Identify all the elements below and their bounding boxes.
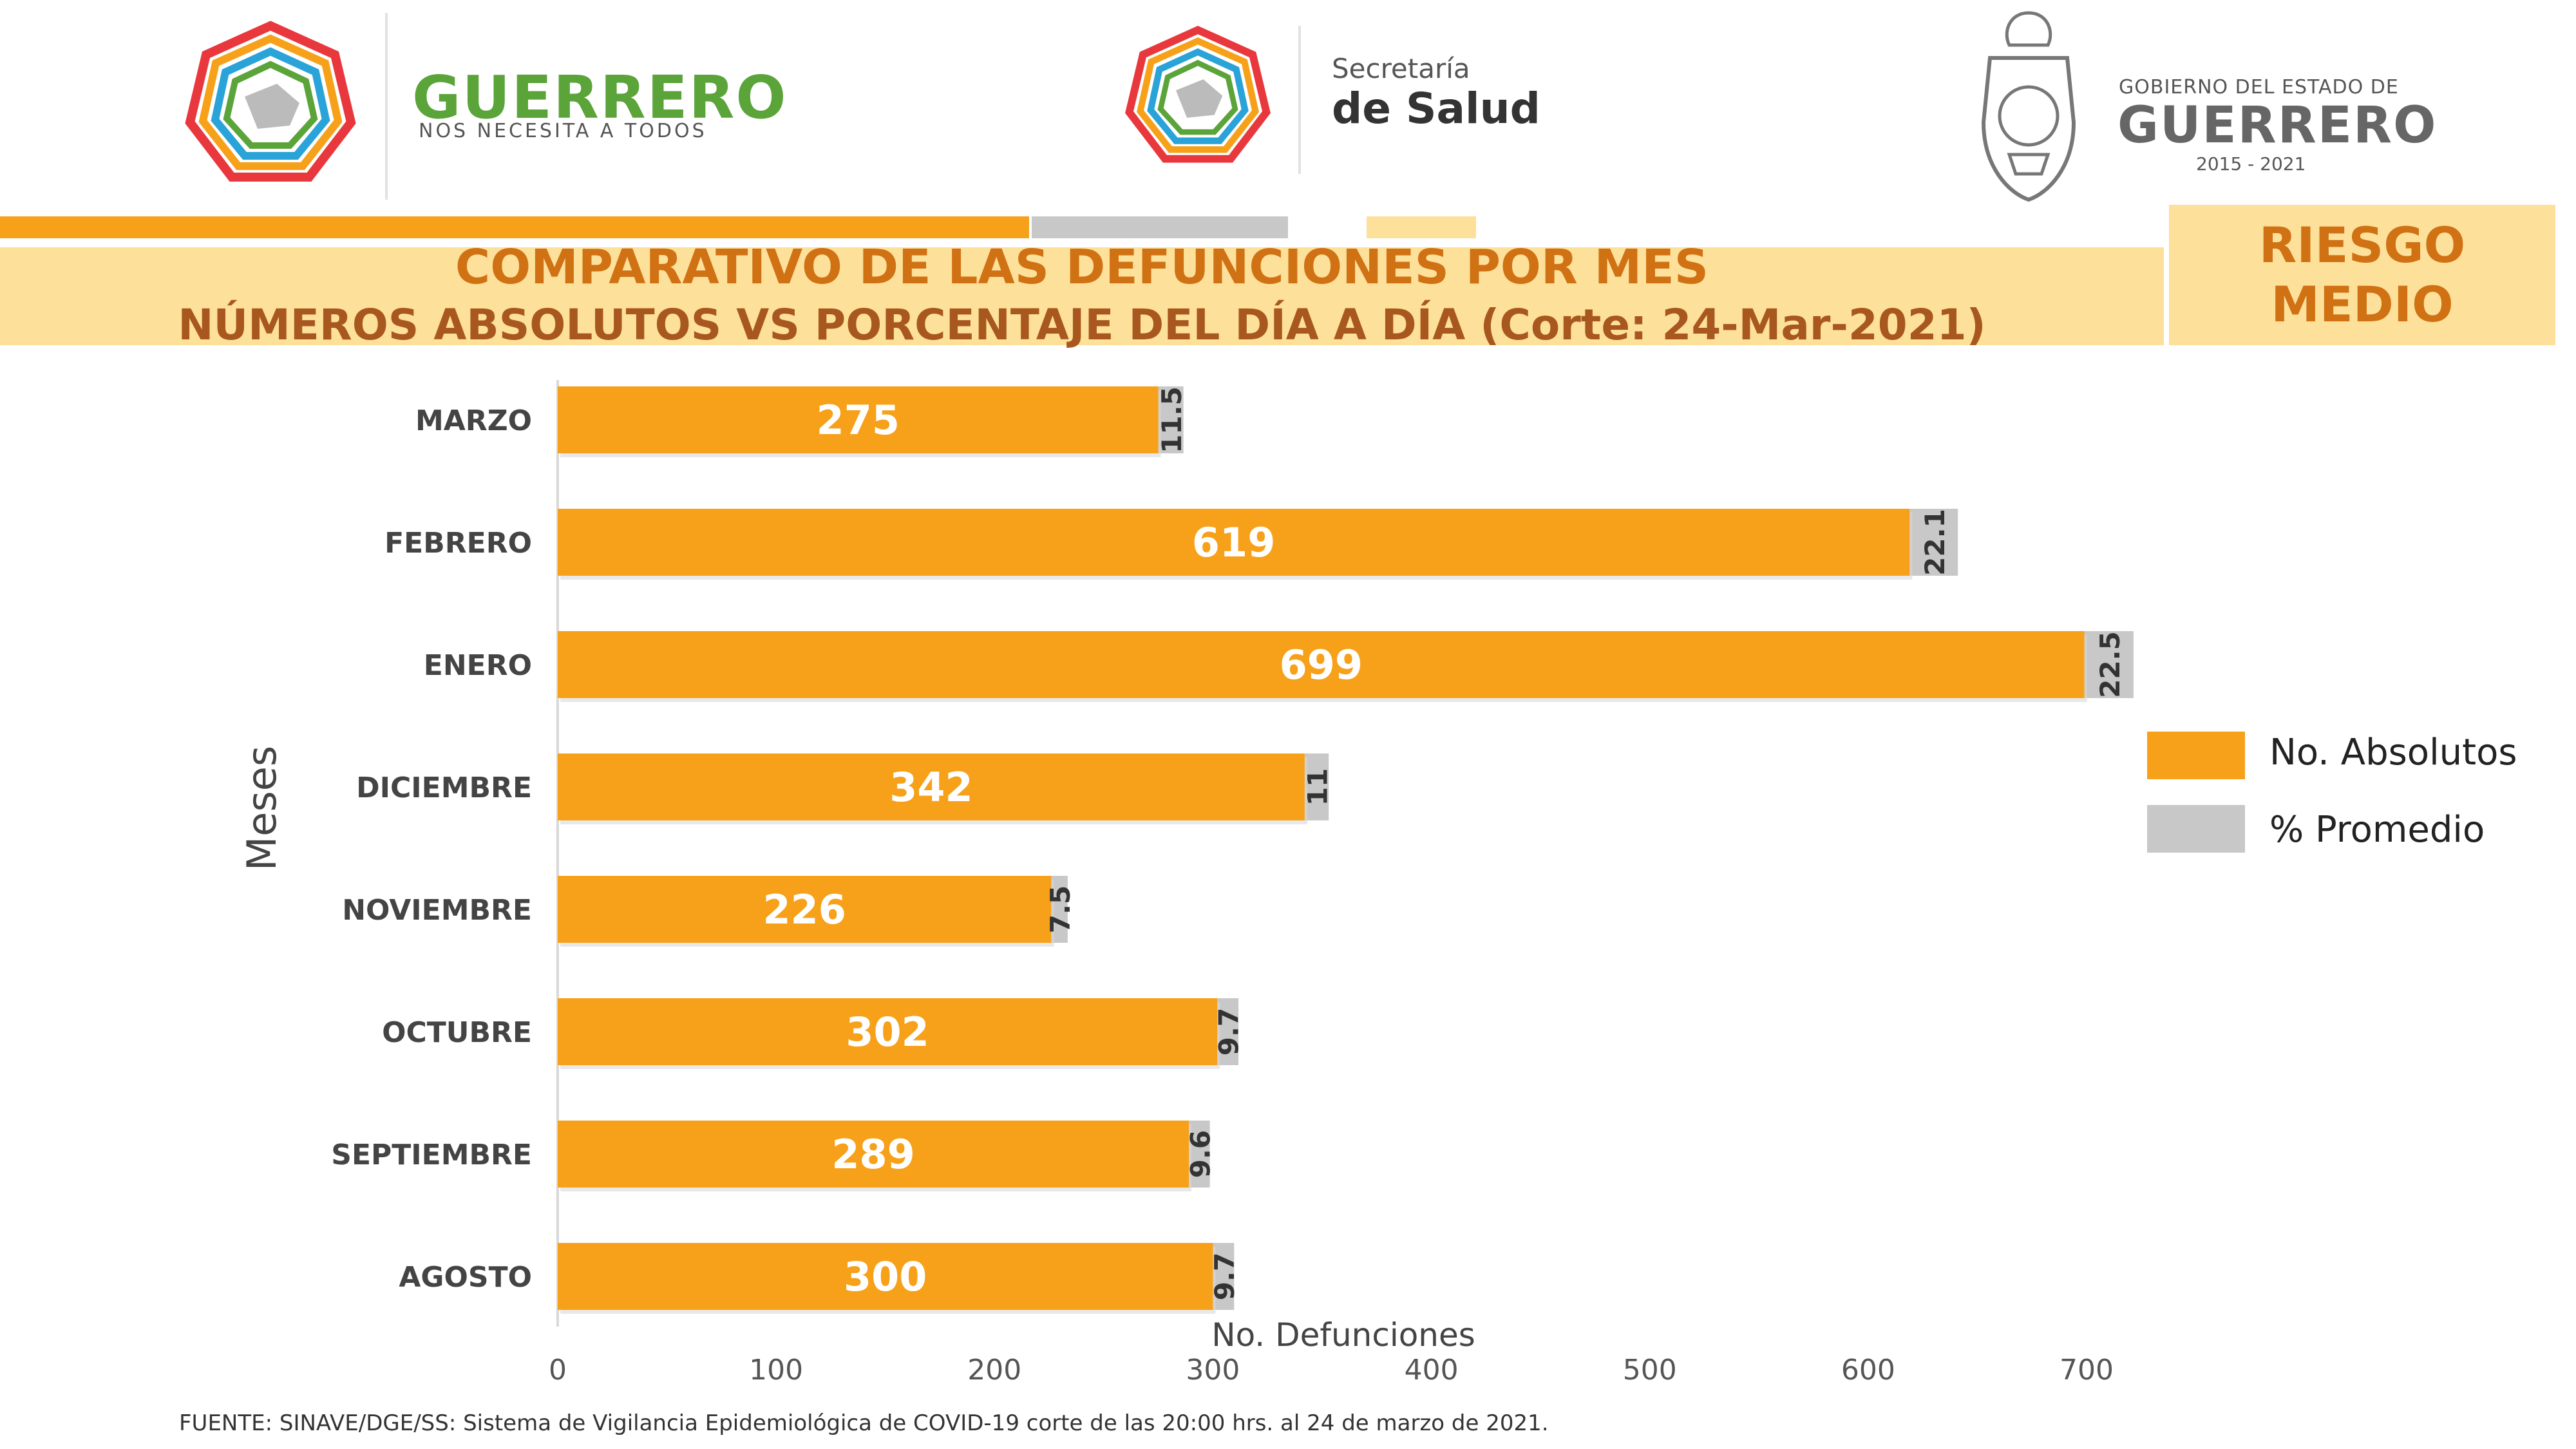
- value-label-promedio: 11: [1302, 768, 1334, 806]
- bar-absolutos: [558, 1121, 1189, 1188]
- gobierno-logo-line1: GOBIERNO DEL ESTADO DE: [2119, 76, 2399, 99]
- salud-logo-line2: de Salud: [1332, 84, 1540, 133]
- value-label-absolutos: 302: [846, 1009, 929, 1056]
- bar-absolutos: [558, 998, 1218, 1065]
- gobierno-logo-years: 2015 - 2021: [2196, 153, 2306, 175]
- value-label-promedio: 22.5: [2094, 631, 2126, 698]
- bar-absolutos: [558, 876, 1052, 943]
- category-label: OCTUBRE: [382, 1016, 532, 1049]
- bar-promedio: [2084, 631, 2134, 698]
- guerrero-emblem-logo: [185, 21, 356, 182]
- category-label: SEPTIEMBRE: [331, 1139, 532, 1171]
- bar-absolutos: [558, 509, 1910, 576]
- risk-box: [2169, 205, 2555, 345]
- header-divider: [385, 13, 388, 200]
- guerrero-logo-tagline: NOS NECESITA A TODOS: [419, 120, 707, 142]
- value-label-promedio: 22.1: [1919, 509, 1951, 576]
- value-label-absolutos: 619: [1192, 519, 1275, 566]
- value-label-promedio: 9.7: [1213, 1008, 1245, 1056]
- x-tick-label: 200: [967, 1354, 1021, 1387]
- bar-promedio: [1217, 998, 1239, 1065]
- risk-label-line1: RIESGO: [2259, 216, 2466, 274]
- chart-subtitle: NÚMEROS ABSOLUTOS VS PORCENTAJE DEL DÍA …: [178, 300, 1986, 350]
- category-label: FEBRERO: [384, 527, 532, 560]
- x-tick-label: 500: [1623, 1354, 1677, 1387]
- value-label-promedio: 9.6: [1184, 1130, 1216, 1178]
- value-label-promedio: 11.5: [1156, 386, 1188, 453]
- value-label-absolutos: 226: [763, 886, 846, 933]
- legend-swatch-promedio: [2147, 805, 2245, 853]
- x-tick-label: 300: [1186, 1354, 1240, 1387]
- category-label: DICIEMBRE: [356, 772, 532, 804]
- category-label: MARZO: [415, 404, 532, 437]
- category-label: ENERO: [424, 649, 532, 682]
- bar-promedio: [1051, 876, 1068, 943]
- x-tick-label: 400: [1405, 1354, 1459, 1387]
- guerrero-logo-text: GUERRERO: [412, 63, 788, 132]
- category-label: AGOSTO: [399, 1261, 532, 1294]
- x-tick-label: 100: [749, 1354, 803, 1387]
- legend-label-absolutos: No. Absolutos: [2269, 732, 2517, 773]
- risk-label-line2: MEDIO: [2271, 276, 2454, 333]
- legend-label-promedio: % Promedio: [2269, 809, 2485, 851]
- x-tick-label: 0: [549, 1354, 567, 1387]
- header-divider: [1298, 26, 1301, 174]
- bar-promedio: [1909, 509, 1958, 576]
- value-label-promedio: 9.7: [1209, 1253, 1240, 1300]
- title-band: [0, 247, 2164, 345]
- bar-promedio: [1304, 753, 1329, 820]
- value-label-absolutos: 275: [817, 397, 900, 444]
- decor-bar-orange: [0, 216, 1029, 238]
- decor-bar-gray: [1032, 216, 1288, 238]
- value-label-absolutos: 699: [1280, 641, 1363, 688]
- bar-promedio: [1158, 386, 1184, 453]
- value-label-absolutos: 300: [844, 1253, 927, 1300]
- value-label-promedio: 7.5: [1045, 886, 1076, 933]
- bar-promedio: [1189, 1121, 1210, 1188]
- x-tick-label: 600: [1841, 1354, 1895, 1387]
- salud-logo-line1: Secretaría: [1332, 53, 1470, 84]
- decor-bar-peach: [1367, 216, 1476, 238]
- y-axis-title: Meses: [238, 746, 285, 871]
- salud-emblem-logo: [1125, 25, 1271, 163]
- gobierno-logo-line2: GUERRERO: [2117, 97, 2438, 155]
- value-label-absolutos: 289: [831, 1131, 914, 1178]
- x-tick-label: 700: [2060, 1354, 2114, 1387]
- bar-absolutos: [558, 386, 1159, 453]
- source-note: FUENTE: SINAVE/DGE/SS: Sistema de Vigila…: [179, 1410, 1549, 1436]
- bar-absolutos: [558, 631, 2085, 698]
- bar-promedio: [1213, 1243, 1235, 1310]
- category-label: NOVIEMBRE: [342, 894, 532, 927]
- bar-absolutos: [558, 753, 1305, 820]
- state-coat-of-arms-icon: [1981, 11, 2076, 202]
- legend-swatch-absolutos: [2147, 732, 2245, 779]
- x-axis-title: No. Defunciones: [1211, 1316, 1475, 1354]
- value-label-absolutos: 342: [889, 764, 972, 811]
- bar-absolutos: [558, 1243, 1213, 1310]
- chart-title: COMPARATIVO DE LAS DEFUNCIONES POR MES: [455, 240, 1709, 295]
